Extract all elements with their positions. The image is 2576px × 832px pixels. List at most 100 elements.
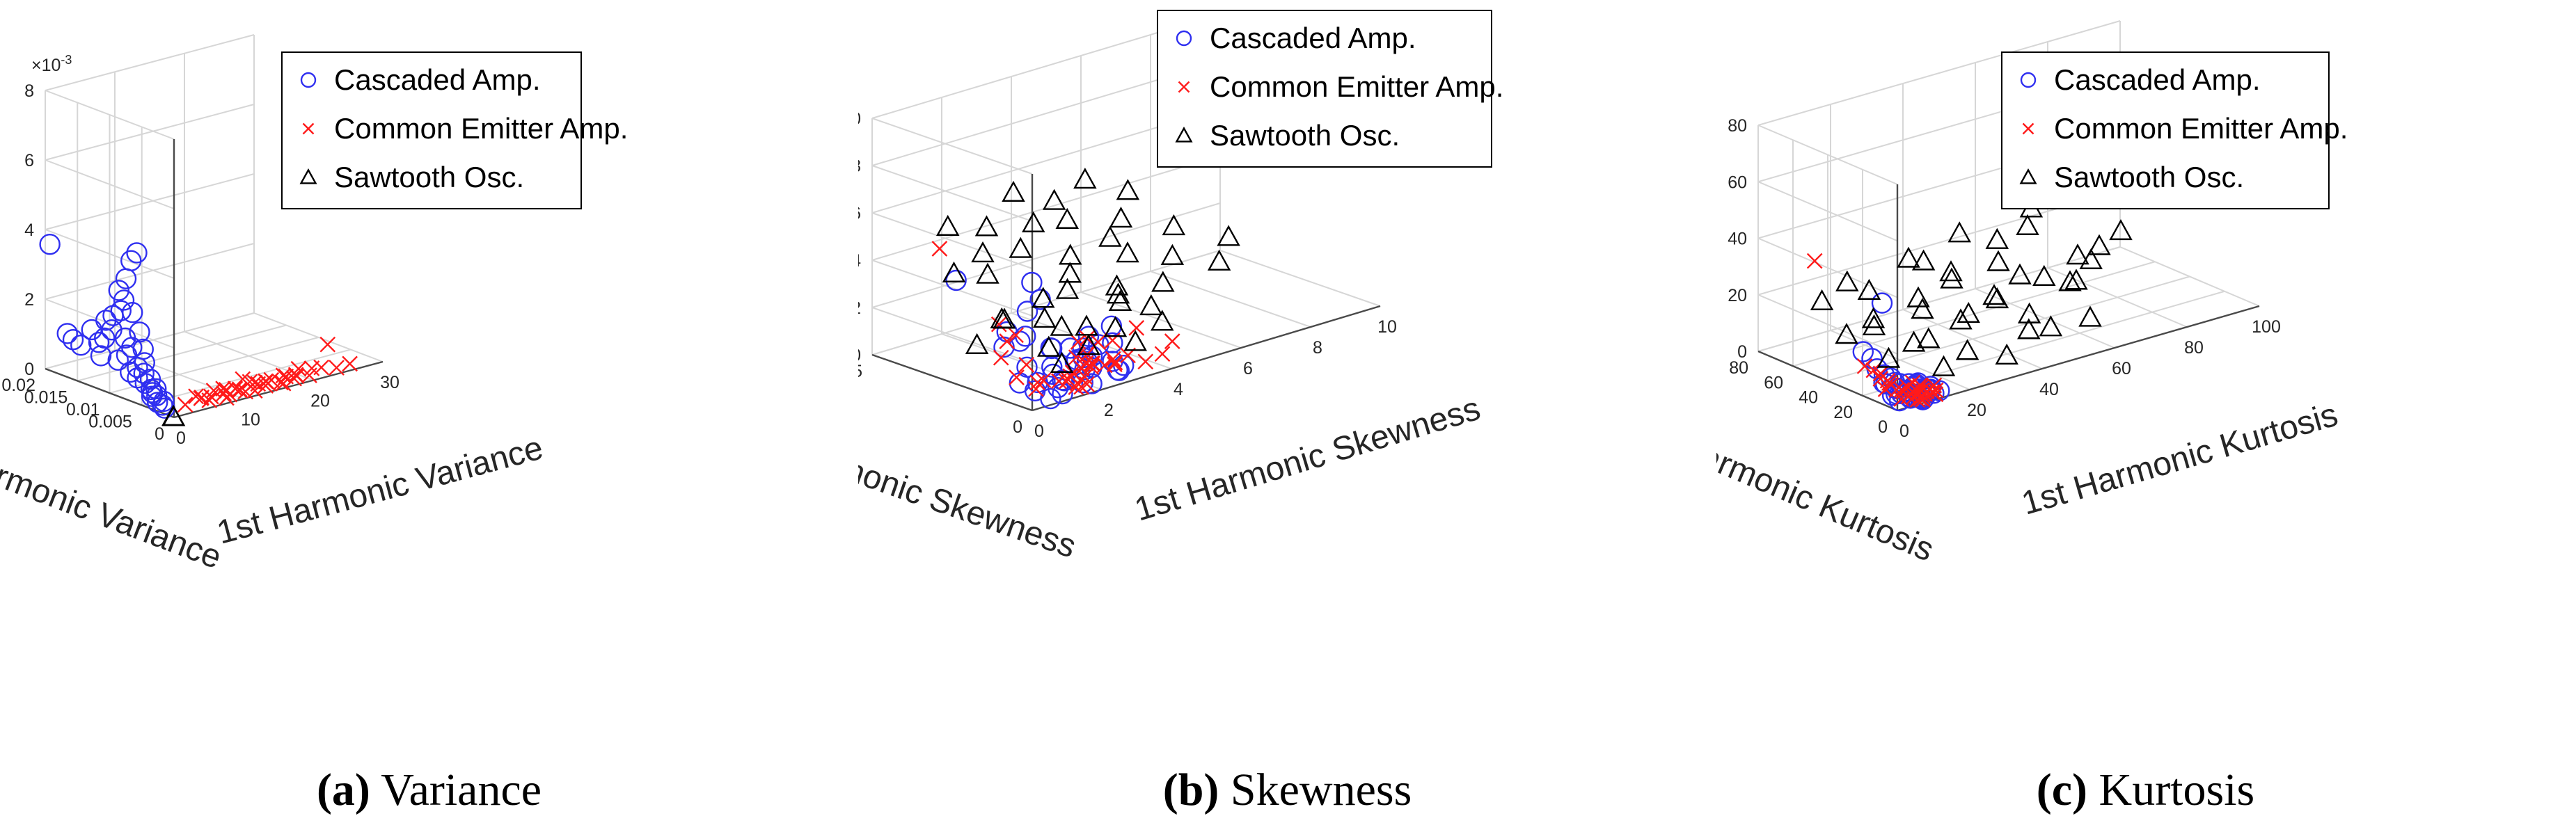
data-point — [177, 397, 193, 413]
x-tick-label: 0 — [1899, 422, 1909, 441]
legend-entry: Common Emitter Amp. — [334, 112, 628, 145]
data-point — [1985, 227, 2009, 249]
data-point — [1107, 354, 1123, 371]
caption-kurtosis: (c) Kurtosis — [1716, 764, 2575, 817]
chart-panel-skewness: 02468100502468101st Harmonic Skewness2nd… — [858, 0, 1716, 832]
series-x — [177, 336, 358, 413]
data-point — [1050, 314, 1073, 336]
data-point — [134, 352, 155, 374]
grid-line — [1219, 250, 1381, 307]
data-point — [1871, 292, 1893, 314]
data-point — [1178, 81, 1190, 93]
series-circle — [39, 234, 175, 419]
data-point — [1852, 341, 1874, 362]
grid-line — [45, 173, 255, 230]
data-point — [1957, 301, 1980, 323]
data-point — [302, 122, 315, 135]
z-exponent-power: -3 — [61, 53, 72, 67]
data-point — [1108, 289, 1132, 311]
legend-entry: Cascaded Amp. — [1210, 22, 1416, 54]
data-point — [1028, 381, 1044, 397]
data-point — [1955, 339, 1980, 360]
data-point — [1072, 372, 1093, 394]
y-tick-label: 0.01 — [66, 400, 100, 419]
data-point — [1069, 375, 1086, 392]
data-point — [2087, 234, 2111, 255]
data-point — [1876, 346, 1901, 368]
data-point — [161, 404, 185, 426]
x-tick-label: 8 — [1313, 338, 1322, 358]
grid-line — [1757, 20, 2121, 126]
data-point — [1806, 253, 1823, 269]
y-axis-line — [45, 367, 175, 419]
data-point — [1835, 323, 1858, 344]
data-point — [94, 327, 116, 349]
data-point — [1055, 207, 1079, 229]
data-point — [2109, 218, 2133, 241]
data-point — [1029, 374, 1045, 391]
data-point — [62, 329, 84, 351]
data-point — [258, 373, 274, 390]
data-point — [122, 301, 143, 323]
legend-entry: Cascaded Amp. — [2054, 63, 2261, 96]
chart-panel-variance: 0 10 20 30 0 0.005 0.01 0.015 0.02 0 2 4 6 8 ×10-3 1st … — [0, 0, 858, 832]
data-point — [1139, 294, 1163, 316]
data-point — [1857, 278, 1881, 300]
data-point — [1009, 369, 1025, 385]
data-point — [288, 368, 305, 384]
data-point — [2079, 248, 2103, 269]
data-point — [342, 355, 358, 372]
legend-box — [281, 51, 582, 209]
chart-variance: 010203000.0050.010.0150.0202468×10-31st … — [0, 34, 628, 576]
data-point — [1073, 360, 1090, 376]
data-point — [1911, 249, 1936, 271]
data-point — [931, 241, 948, 257]
data-point — [218, 382, 235, 398]
data-point — [1103, 316, 1128, 337]
x-tick-label: 0 — [1034, 422, 1044, 441]
data-point — [70, 334, 92, 356]
z-tick-label: 0 — [858, 346, 861, 365]
data-point — [1075, 314, 1098, 336]
data-point — [1835, 270, 1859, 291]
data-point — [2064, 269, 2088, 290]
legend-entry: Common Emitter Amp. — [2054, 112, 2348, 145]
data-point — [1949, 308, 1973, 330]
data-point — [1058, 262, 1082, 283]
data-point — [1033, 307, 1057, 328]
data-point — [1050, 351, 1074, 373]
data-point — [1102, 332, 1123, 353]
y-tick-label: 60 — [1764, 373, 1783, 392]
data-point — [120, 250, 142, 271]
y-tick-label: 0 — [1878, 417, 1888, 437]
data-point — [1995, 343, 2018, 365]
grid-line — [871, 202, 1221, 308]
data-point — [1055, 278, 1080, 299]
data-point — [56, 323, 78, 344]
chart-panel-kurtosis: 0 20 40 60 80 100 0 20 40 60 80 0 20 40 60 80 1st Harmon… — [1716, 0, 2575, 832]
grid-line — [871, 155, 1221, 261]
data-point — [2022, 122, 2034, 135]
y-axis-label: 2nd Harmonic Skewness — [858, 409, 1081, 565]
data-point — [1128, 320, 1145, 336]
series-triangle — [936, 168, 1240, 373]
data-point — [126, 242, 148, 264]
z-tick-label: 4 — [858, 251, 861, 271]
data-point — [2066, 243, 2089, 265]
data-point — [1939, 260, 1963, 282]
data-point — [1927, 386, 1944, 403]
data-point — [1986, 250, 2010, 271]
data-point — [2008, 263, 2032, 285]
data-point — [1098, 225, 1122, 247]
z-tick-label: 6 — [24, 151, 34, 170]
data-point — [1911, 298, 1934, 319]
data-point — [113, 289, 135, 311]
z-tick-label: 8 — [24, 81, 34, 101]
data-point — [1982, 284, 2006, 305]
caption-text: Skewness — [1230, 765, 1412, 815]
legend: Cascaded Amp. Common Emitter Amp. Sawtooth… — [2001, 51, 2348, 209]
grid-line — [1757, 294, 1898, 355]
data-point — [1207, 249, 1231, 271]
data-point — [1917, 327, 1941, 349]
